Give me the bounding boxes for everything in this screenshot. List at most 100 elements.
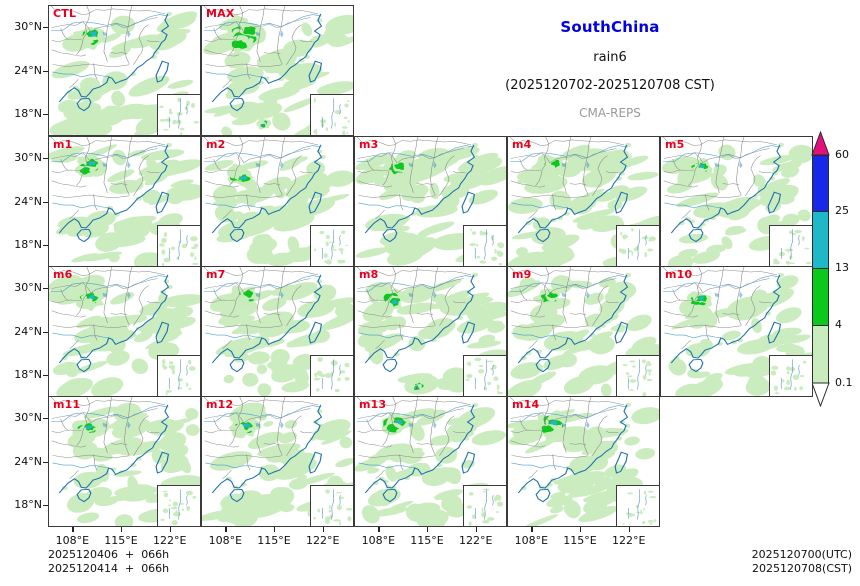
x-axis-label: 122°E <box>611 534 646 547</box>
panel-m4[interactable]: m4 <box>507 136 660 267</box>
x-axis-label: 115°E <box>563 534 597 547</box>
variable-title: rain6 <box>593 50 627 65</box>
footer-left-line1: 2025120406 + 066h <box>48 548 170 561</box>
inset-map-m8[interactable] <box>463 355 506 396</box>
x-axis-label: 122°E <box>152 534 187 547</box>
map-m3 <box>355 137 506 266</box>
inset-map-m11[interactable] <box>157 485 200 526</box>
panel-m6[interactable]: m6 <box>48 266 201 397</box>
y-axis-label: 18°N <box>14 238 42 252</box>
inset-map-max[interactable] <box>310 94 353 135</box>
footer-left-line2: 2025120414 + 066h <box>48 562 170 575</box>
panel-label-m9: m9 <box>512 268 532 281</box>
colorbar-tick-label: 60 <box>835 148 849 161</box>
x-axis-tick <box>169 527 171 532</box>
inset-map-m6[interactable] <box>157 355 200 396</box>
panel-label-m1: m1 <box>53 138 73 151</box>
x-axis-tick <box>378 527 380 532</box>
y-axis-label: 24°N <box>14 324 42 338</box>
map-m1 <box>49 137 200 266</box>
panel-label-m6: m6 <box>53 268 73 281</box>
panel-m14[interactable]: m14 <box>507 396 660 527</box>
footer-right-line1: 2025120700(UTC) <box>751 548 852 561</box>
inset-map-m9[interactable] <box>616 355 659 396</box>
panel-label-m7: m7 <box>206 268 226 281</box>
y-axis-tick <box>43 417 48 420</box>
inset-map-m4[interactable] <box>616 225 659 266</box>
panel-m1[interactable]: m1 <box>48 136 201 267</box>
inset-map-m12[interactable] <box>310 485 353 526</box>
x-axis-tick <box>628 527 630 532</box>
panel-m12[interactable]: m12 <box>201 396 354 527</box>
panel-m5[interactable]: m5 <box>660 136 813 267</box>
map-m5 <box>661 137 812 266</box>
x-axis-label: 108°E <box>208 534 243 547</box>
colorbar-segment-level_01_4 <box>813 326 828 384</box>
page-title: SouthChina <box>560 18 660 36</box>
x-axis-tick <box>225 527 227 532</box>
y-axis-label: 30°N <box>14 410 42 424</box>
inset-map-ctl[interactable] <box>157 94 200 135</box>
y-axis-tick <box>43 375 48 377</box>
panel-m7[interactable]: m7 <box>201 266 354 397</box>
panel-label-max: MAX <box>206 7 235 20</box>
panel-label-ctl: CTL <box>53 7 77 20</box>
y-axis-label: 24°N <box>14 194 42 208</box>
y-axis-tick <box>43 461 48 463</box>
y-axis-tick <box>43 505 48 507</box>
y-axis-tick <box>43 201 48 203</box>
inset-map-m13[interactable] <box>463 485 506 526</box>
map-m7 <box>202 267 353 396</box>
panel-label-m14: m14 <box>512 398 540 411</box>
panel-m11[interactable]: m11 <box>48 396 201 527</box>
inset-map-m14[interactable] <box>616 485 659 526</box>
inset-map-m2[interactable] <box>310 225 353 266</box>
y-axis-label: 18°N <box>14 107 42 121</box>
colorbar-under-arrow <box>808 382 833 408</box>
map-m11 <box>49 397 200 526</box>
inset-map-m1[interactable] <box>157 225 200 266</box>
inset-map-m5[interactable] <box>769 225 812 266</box>
panel-m3[interactable]: m3 <box>354 136 507 267</box>
x-axis-label: 122°E <box>305 534 340 547</box>
panel-m13[interactable]: m13 <box>354 396 507 527</box>
x-axis-tick <box>427 527 429 532</box>
panel-label-m12: m12 <box>206 398 234 411</box>
footer-right-line2: 2025120708(CST) <box>752 562 852 575</box>
panel-ctl[interactable]: CTL <box>48 5 201 136</box>
panel-label-m13: m13 <box>359 398 387 411</box>
y-axis-label: 30°N <box>14 150 42 164</box>
x-axis-tick <box>274 527 276 532</box>
y-axis-label: 24°N <box>14 63 42 77</box>
x-axis-tick <box>475 527 477 532</box>
inset-map-m3[interactable] <box>463 225 506 266</box>
inset-map-m7[interactable] <box>310 355 353 396</box>
panel-label-m2: m2 <box>206 138 226 151</box>
y-axis-label: 30°N <box>14 19 42 33</box>
x-axis-tick <box>580 527 582 532</box>
y-axis-tick <box>43 331 48 333</box>
y-axis-tick <box>43 287 48 290</box>
x-axis-tick <box>72 527 74 532</box>
y-axis-label: 30°N <box>14 280 42 294</box>
panel-label-m10: m10 <box>665 268 693 281</box>
colorbar-tick-label: 4 <box>835 318 842 331</box>
panel-max[interactable]: MAX <box>201 5 354 136</box>
panel-m9[interactable]: m9 <box>507 266 660 397</box>
y-axis-tick <box>43 245 48 247</box>
y-axis-label: 18°N <box>14 368 42 382</box>
colorbar-tick-label: 13 <box>835 261 849 274</box>
panel-m10[interactable]: m10 <box>660 266 813 397</box>
period-title: (2025120702-2025120708 CST) <box>505 78 715 93</box>
colorbar-segment-level_13_25 <box>813 212 828 269</box>
panel-m8[interactable]: m8 <box>354 266 507 397</box>
panel-m2[interactable]: m2 <box>201 136 354 267</box>
y-axis-label: 18°N <box>14 498 42 512</box>
x-axis-label: 115°E <box>104 534 138 547</box>
y-axis-tick <box>43 114 48 116</box>
colorbar-over-arrow <box>808 130 833 156</box>
y-axis-tick <box>43 157 48 160</box>
inset-map-m10[interactable] <box>769 355 812 396</box>
model-title: CMA-REPS <box>579 106 641 120</box>
panel-label-m8: m8 <box>359 268 379 281</box>
